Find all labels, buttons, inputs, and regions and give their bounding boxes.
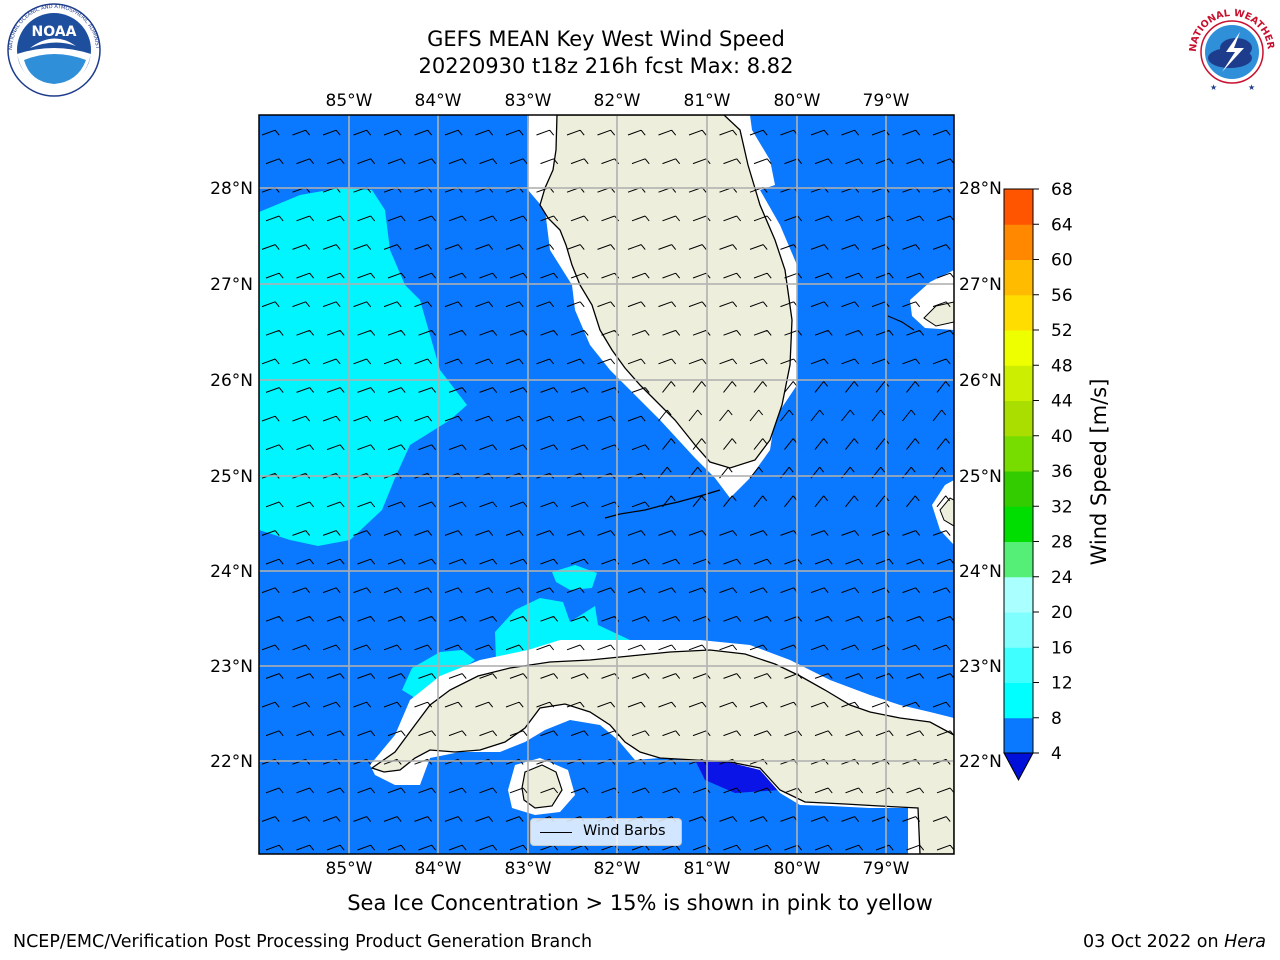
- colorbar-segment: [1004, 647, 1033, 683]
- colorbar-segment: [1004, 541, 1033, 578]
- nws-logo: NATIONAL WEATHER SERVICE ★ ★: [1180, 2, 1277, 97]
- nws-star-icon: ★: [1248, 83, 1255, 92]
- lon-label-top: 79°W: [863, 91, 910, 111]
- wind-8-12-region: [259, 188, 467, 546]
- bahamas-land: [939, 497, 954, 527]
- colorbar-tick-label: 40: [1051, 427, 1073, 447]
- colorbar-segment: [1004, 259, 1033, 296]
- colorbar-segment: [1004, 612, 1033, 648]
- lon-label-bottom: 83°W: [505, 859, 552, 879]
- map-subtitle: 20220930 t18z 216h fcst Max: 8.82: [418, 54, 794, 78]
- lat-label-right: 23°N: [959, 657, 1002, 677]
- colorbar-label: Wind Speed [m/s]: [1087, 379, 1111, 566]
- colorbar-segment: [1004, 330, 1033, 366]
- map-frame: [258, 114, 955, 855]
- colorbar-segment: [1004, 294, 1033, 331]
- wind-barb-line-icon: [540, 832, 572, 833]
- lon-label-top: 83°W: [505, 91, 552, 111]
- colorbar-tick-label: 32: [1051, 497, 1073, 517]
- lat-label-right: 22°N: [959, 752, 1002, 772]
- lat-label-left: 22°N: [210, 752, 253, 772]
- footer-date: 03 Oct 2022 on Hera: [1083, 932, 1266, 952]
- lon-label-bottom: 84°W: [415, 859, 462, 879]
- colorbar-tick-label: 64: [1051, 215, 1073, 235]
- lat-label-left: 26°N: [210, 371, 253, 391]
- colorbar-tick-label: 20: [1051, 603, 1073, 623]
- footer-credit: NCEP/EMC/Verification Post Processing Pr…: [13, 932, 593, 952]
- lon-label-bottom: 81°W: [684, 859, 731, 879]
- lat-label-left: 23°N: [210, 657, 253, 677]
- colorbar-tick-label: 4: [1051, 744, 1062, 764]
- colorbar-segment: [1004, 435, 1033, 472]
- lon-label-bottom: 79°W: [863, 859, 910, 879]
- florida-keys-coastline: [604, 489, 721, 519]
- colorbar-tick-label: 12: [1051, 674, 1073, 694]
- colorbar-tick-label: 68: [1051, 180, 1073, 200]
- colorbar-tick-label: 8: [1051, 709, 1062, 729]
- bahamas-coastline: [887, 315, 915, 331]
- lon-label-bottom: 82°W: [594, 859, 641, 879]
- lat-label-left: 24°N: [210, 562, 253, 582]
- colorbar-segment: [1004, 471, 1033, 507]
- lat-label-right: 28°N: [959, 179, 1002, 199]
- colorbar-tick-label: 48: [1051, 356, 1073, 376]
- lat-label-left: 28°N: [210, 179, 253, 199]
- lon-label-top: 82°W: [594, 91, 641, 111]
- footer-date-text: 03 Oct 2022 on: [1083, 932, 1225, 952]
- colorbar-segment: [1004, 717, 1033, 754]
- bahamas-land: [923, 301, 954, 327]
- colorbar-tick-label: 52: [1051, 321, 1073, 341]
- lon-label-top: 81°W: [684, 91, 731, 111]
- lat-label-left: 25°N: [210, 467, 253, 487]
- noaa-logo: NOAA NATIONAL OCEANIC AND ATMOSPHERIC AD…: [4, 2, 101, 97]
- colorbar-segment: [1004, 365, 1033, 401]
- wind-barbs-legend-label: Wind Barbs: [583, 823, 666, 839]
- colorbar-segment: [1004, 682, 1033, 719]
- lon-label-top: 84°W: [415, 91, 462, 111]
- map-title: GEFS MEAN Key West Wind Speed: [427, 27, 785, 51]
- sea-ice-note: Sea Ice Concentration > 15% is shown in …: [347, 891, 933, 915]
- colorbar-segment: [1004, 506, 1033, 542]
- footer-host: Hera: [1224, 932, 1266, 952]
- lat-label-left: 27°N: [210, 275, 253, 295]
- colorbar-tick-label: 24: [1051, 568, 1073, 588]
- lon-label-bottom: 80°W: [774, 859, 821, 879]
- colorbar-segment: [1004, 576, 1033, 613]
- colorbar-tick-label: 44: [1051, 392, 1073, 412]
- lat-label-right: 24°N: [959, 562, 1002, 582]
- noaa-logo-text: NOAA: [32, 24, 77, 40]
- lon-label-top: 85°W: [326, 91, 373, 111]
- colorbar-tick-label: 56: [1051, 286, 1073, 306]
- lon-label-bottom: 85°W: [326, 859, 373, 879]
- colorbar-tick-label: 36: [1051, 462, 1073, 482]
- lat-label-right: 26°N: [959, 371, 1002, 391]
- lat-label-right: 27°N: [959, 275, 1002, 295]
- wind-barb-paths: [261, 129, 954, 851]
- lat-label-right: 25°N: [959, 467, 1002, 487]
- nws-star-icon: ★: [1210, 83, 1217, 92]
- colorbar-segment: [1004, 400, 1033, 437]
- colorbar-segment: [1004, 189, 1033, 225]
- wind-barbs: [261, 129, 954, 851]
- colorbar-tick-label: 16: [1051, 638, 1073, 658]
- gridlines: [259, 115, 954, 854]
- wind-barbs-legend: Wind Barbs: [530, 818, 682, 846]
- colorbar-extend-arrow: [1003, 752, 1034, 782]
- colorbar-tick-label: 28: [1051, 533, 1073, 553]
- colorbar-tick-label: 60: [1051, 251, 1073, 271]
- colorbar-segment: [1004, 224, 1033, 260]
- lon-label-top: 80°W: [774, 91, 821, 111]
